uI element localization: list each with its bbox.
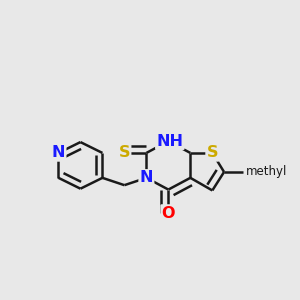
Text: S: S [207, 146, 218, 160]
Text: O: O [162, 206, 175, 220]
Text: N: N [140, 170, 153, 185]
Text: NH: NH [156, 134, 183, 149]
Text: methyl: methyl [246, 166, 287, 178]
Text: N: N [52, 146, 65, 160]
Text: S: S [119, 146, 130, 160]
